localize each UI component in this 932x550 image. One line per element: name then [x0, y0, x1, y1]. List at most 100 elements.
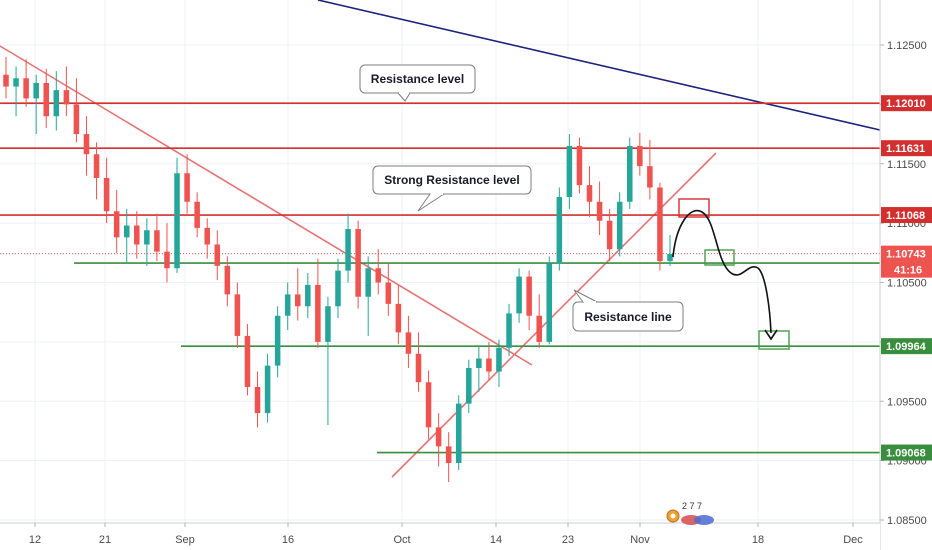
- candle-body-12: [123, 225, 130, 238]
- candle-body-2: [23, 78, 29, 99]
- candle-body-52: [526, 276, 532, 316]
- projected-path: [672, 209, 772, 334]
- candle-body-34: [345, 229, 351, 271]
- projection-path: [672, 198, 790, 350]
- candle-body-20: [204, 227, 210, 245]
- candle-body-26: [264, 365, 271, 414]
- resistance-1-12010-tag-bg: [881, 95, 932, 112]
- horizontal-levels: [0, 102, 880, 454]
- resistance-1-12010-tag-label: 1.12010: [886, 98, 926, 110]
- candle-body-61: [616, 201, 623, 250]
- candle-body-55: [556, 197, 563, 264]
- descending-resistance-line: [0, 45, 533, 366]
- candle-body-31: [315, 284, 321, 342]
- candle-body-23: [234, 294, 241, 336]
- resistance-1-11631-tag-bg: [881, 140, 932, 157]
- callout-text-strong-resistance-level: Strong Resistance level: [384, 173, 519, 187]
- price-tick-label-6: 1.11500: [887, 159, 926, 171]
- current-price-tag-label: 1.10743: [886, 249, 926, 261]
- candle-body-49: [496, 347, 502, 372]
- candle-body-25: [254, 387, 261, 414]
- candle-body-15: [154, 230, 160, 252]
- price-tick-label-8: 1.12500: [887, 40, 927, 52]
- time-axis-background: [0, 523, 880, 550]
- candle-body-28: [284, 294, 291, 316]
- price-tick-label-0: 1.08500: [887, 515, 927, 527]
- callout-text-resistance-line: Resistance line: [584, 310, 672, 324]
- candle-body-27: [274, 315, 281, 366]
- candle-body-54: [546, 263, 553, 342]
- time-tick-label-4: Oct: [393, 534, 410, 546]
- candle-body-19: [194, 201, 200, 228]
- support-1-09068-tag-bg: [881, 444, 932, 461]
- callout-resistance-level: Resistance level: [359, 64, 476, 102]
- callout-resistance-line: Resistance line: [572, 289, 684, 332]
- candle-body-8: [83, 134, 90, 155]
- candle-body-38: [385, 282, 392, 304]
- countdown-tag-label: 41:16: [894, 265, 922, 277]
- candle-body-14: [144, 230, 150, 245]
- candle-body-7: [73, 104, 80, 135]
- candle-body-60: [606, 220, 613, 250]
- candle-body-59: [596, 201, 603, 221]
- candle-body-6: [63, 90, 70, 105]
- support-1-09964-tag-label: 1.09964: [886, 341, 927, 353]
- candle-body-40: [405, 332, 412, 354]
- time-axis[interactable]: 12 21 Sep 16 Oct 14 23 Nov 18 Dec: [0, 522, 880, 550]
- current-price-tag-bg: [881, 245, 932, 262]
- candle-body-44: [445, 446, 452, 463]
- candle-body-21: [214, 244, 221, 266]
- candle-body-58: [586, 185, 593, 202]
- candle-body-11: [113, 211, 120, 238]
- time-tick-label-3: 16: [282, 534, 294, 546]
- price-tick-label-2: 1.09500: [887, 396, 927, 408]
- support-target-box-1: [704, 249, 735, 266]
- candle-body-56: [566, 145, 573, 197]
- candle-body-46: [466, 368, 472, 404]
- time-tick-label-0: 12: [29, 534, 41, 546]
- resistance-target-box: [678, 198, 710, 218]
- candle-body-22: [224, 265, 231, 295]
- candle-body-47: [476, 358, 482, 368]
- candle-body-32: [325, 306, 331, 342]
- candle-body-50: [506, 313, 512, 348]
- candle-body-57: [576, 145, 583, 186]
- time-tick-label-6: 23: [562, 534, 574, 546]
- candle-body-66: [667, 254, 673, 262]
- candle-body-0: [3, 74, 9, 87]
- candle-body-48: [486, 358, 492, 372]
- time-tick-label-8: 18: [752, 534, 764, 546]
- long-term-resistance-trendline: [317, 0, 881, 131]
- support-target-box-2: [758, 330, 790, 350]
- candle-body-35: [355, 229, 361, 297]
- resistance-1-11631-tag-label: 1.11631: [886, 143, 925, 155]
- candle-body-5: [53, 90, 60, 117]
- candle-body-13: [134, 225, 140, 245]
- candle-body-24: [244, 335, 251, 387]
- price-tick-label-4: 1.10500: [887, 278, 927, 290]
- candle-body-29: [294, 294, 301, 307]
- candle-body-17: [174, 173, 180, 269]
- candle-body-30: [305, 284, 311, 307]
- callout-strong-resistance-level: Strong Resistance level: [372, 165, 532, 212]
- candle-body-53: [536, 315, 542, 342]
- candle-body-36: [365, 268, 371, 297]
- candle-body-16: [164, 251, 170, 269]
- logo: 2 7 7: [666, 501, 714, 525]
- price-tags: 1.120101.116311.110681.106641.099641.090…: [881, 95, 932, 461]
- candle-body-3: [33, 83, 39, 99]
- annotations: Resistance level Strong Resistance level…: [359, 64, 684, 332]
- candle-body-9: [93, 154, 100, 178]
- candle-body-51: [516, 276, 522, 314]
- logo-digits: 2 7 7: [682, 501, 702, 511]
- candle-body-37: [375, 268, 382, 283]
- candle-body-45: [455, 403, 462, 463]
- candle-body-42: [425, 382, 432, 428]
- candle-body-18: [184, 173, 190, 202]
- resistance-1-11068-tag-label: 1.11068: [886, 210, 925, 222]
- time-tick-label-9: Dec: [843, 534, 863, 546]
- support-1-09964-tag-bg: [881, 338, 932, 355]
- support-1-09068-tag-label: 1.09068: [886, 448, 926, 460]
- candles: [3, 56, 673, 482]
